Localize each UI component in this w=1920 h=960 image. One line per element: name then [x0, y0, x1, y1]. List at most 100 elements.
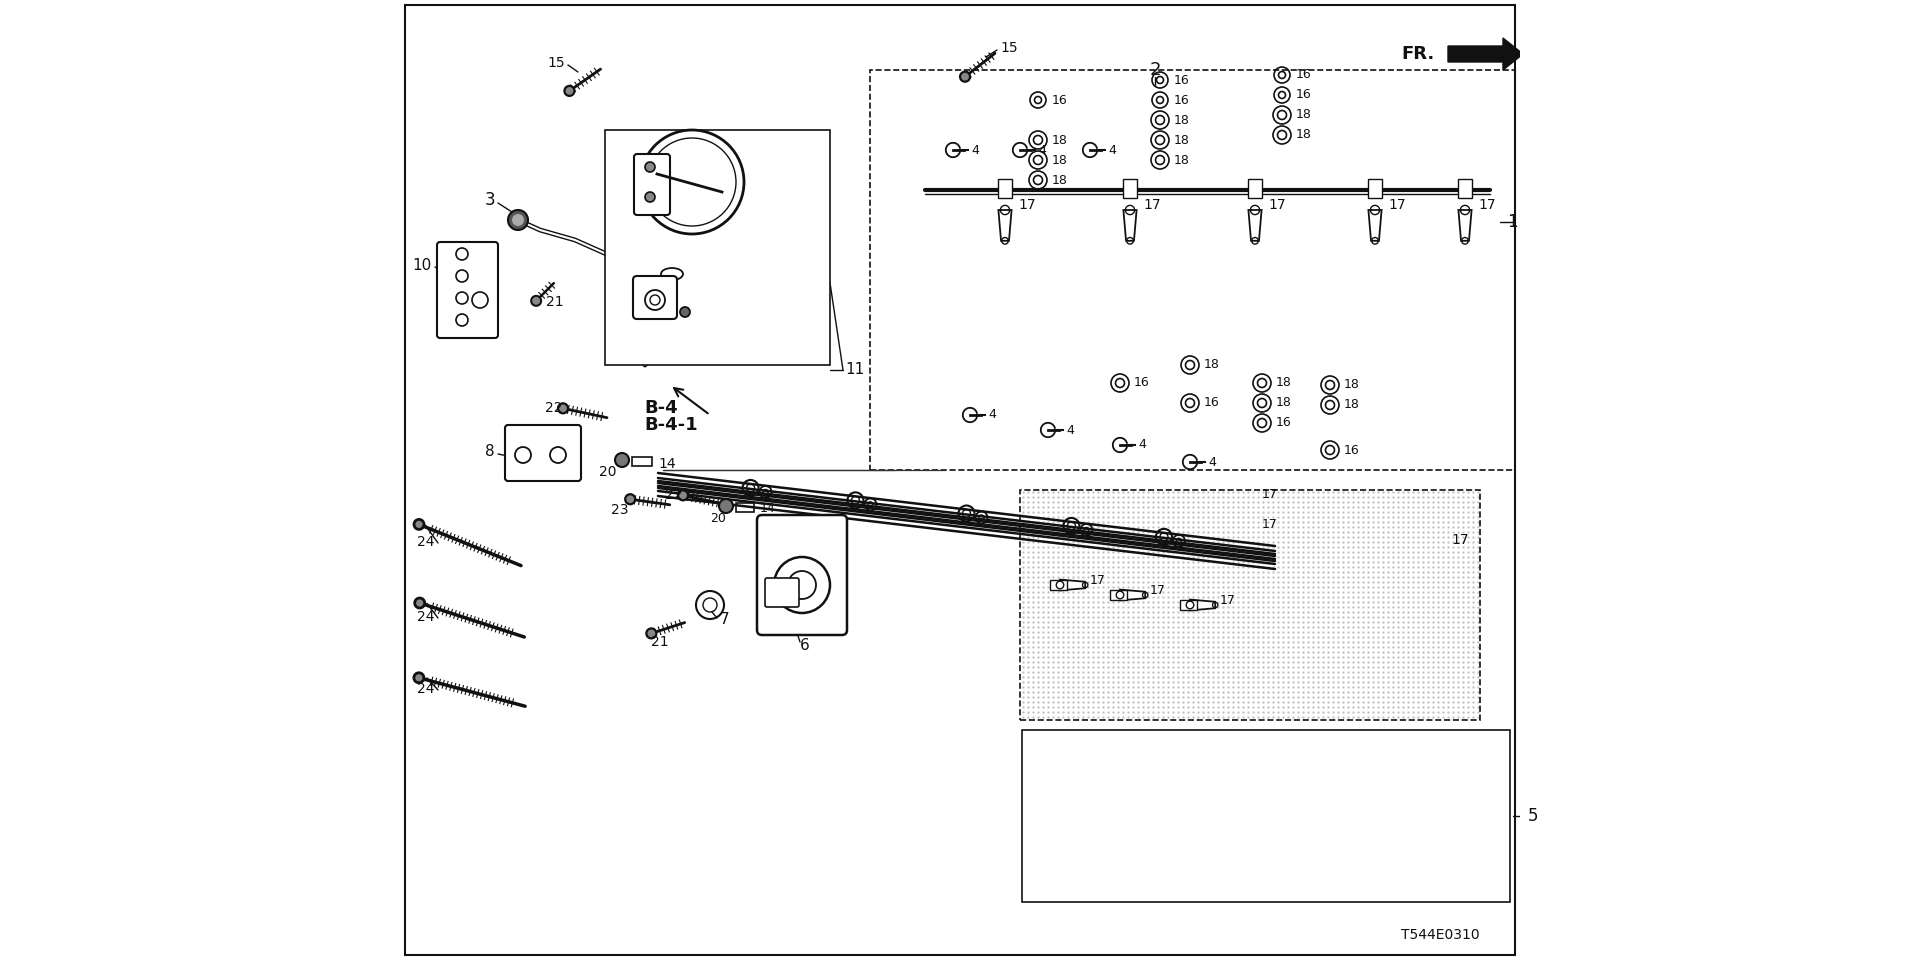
Text: 4: 4	[1039, 143, 1046, 156]
FancyBboxPatch shape	[634, 154, 670, 215]
FancyBboxPatch shape	[505, 425, 582, 481]
Text: B-4: B-4	[643, 399, 678, 417]
Text: 17: 17	[1261, 518, 1279, 532]
Bar	[1110, 589, 1127, 600]
Text: 5: 5	[1528, 807, 1538, 825]
Circle shape	[415, 673, 424, 683]
Text: 24: 24	[417, 682, 436, 696]
Text: 4: 4	[1108, 143, 1116, 156]
Text: 17: 17	[1269, 198, 1286, 212]
Text: 16: 16	[1204, 396, 1219, 410]
Text: 4: 4	[972, 143, 979, 156]
Text: 18: 18	[1296, 108, 1311, 122]
Text: B-4-1: B-4-1	[643, 416, 697, 434]
Text: 21: 21	[651, 635, 668, 649]
Circle shape	[509, 210, 528, 230]
Circle shape	[678, 491, 687, 500]
FancyBboxPatch shape	[756, 515, 847, 635]
Text: 16: 16	[1296, 68, 1311, 82]
Circle shape	[559, 403, 568, 414]
Polygon shape	[1352, 828, 1367, 835]
Circle shape	[415, 519, 424, 529]
Text: 18: 18	[1173, 113, 1190, 127]
Text: T544E0310: T544E0310	[1402, 928, 1480, 942]
Text: 17: 17	[1018, 198, 1035, 212]
Text: 10: 10	[413, 257, 432, 273]
Text: 16: 16	[1344, 444, 1359, 457]
Text: 18: 18	[1231, 862, 1248, 876]
Text: 6: 6	[801, 637, 810, 653]
Text: 16: 16	[1091, 751, 1108, 765]
Text: 16: 16	[1091, 788, 1108, 802]
Text: FR.: FR.	[1402, 45, 1434, 63]
Bar	[1344, 755, 1357, 761]
Circle shape	[647, 629, 657, 638]
Text: 18: 18	[1277, 376, 1292, 390]
FancyBboxPatch shape	[634, 276, 678, 319]
Polygon shape	[1352, 792, 1367, 799]
Text: 18: 18	[1204, 358, 1219, 372]
Text: 17: 17	[1219, 593, 1236, 607]
Bar	[870, 70, 1515, 470]
Circle shape	[513, 214, 524, 226]
Text: 4: 4	[1066, 423, 1073, 437]
Bar	[735, 503, 755, 512]
Text: 20: 20	[599, 465, 616, 479]
Text: 18: 18	[1173, 154, 1190, 166]
Bar	[1248, 179, 1261, 198]
Text: 16: 16	[1277, 417, 1292, 429]
Text: 14: 14	[659, 457, 676, 471]
Text: 15: 15	[547, 56, 564, 70]
Text: 16: 16	[1091, 825, 1108, 839]
Circle shape	[960, 72, 970, 82]
Bar	[998, 179, 1012, 198]
Text: 4: 4	[1208, 455, 1215, 468]
Text: 18: 18	[1231, 788, 1248, 802]
Text: 21: 21	[545, 295, 564, 309]
Text: 12: 12	[737, 267, 756, 281]
Text: 13: 13	[710, 304, 730, 320]
Text: 24: 24	[417, 535, 436, 549]
Text: 16: 16	[1052, 93, 1068, 107]
Circle shape	[626, 494, 636, 504]
Text: 8: 8	[486, 444, 495, 460]
Circle shape	[718, 499, 733, 513]
Text: 15: 15	[1000, 41, 1018, 55]
Text: 17: 17	[1382, 862, 1400, 876]
Text: 11: 11	[845, 363, 864, 377]
Circle shape	[415, 598, 424, 608]
Bar	[1344, 828, 1357, 835]
Text: 16: 16	[1175, 93, 1190, 107]
Text: 16: 16	[1135, 376, 1150, 390]
Text: 17: 17	[1388, 198, 1405, 212]
Text: 14: 14	[760, 502, 776, 516]
Text: 17: 17	[1150, 584, 1165, 596]
Bar	[1369, 179, 1382, 198]
Text: 18: 18	[1052, 133, 1068, 147]
Text: 18: 18	[1231, 751, 1248, 765]
Text: 16: 16	[1175, 74, 1190, 86]
Polygon shape	[1352, 755, 1367, 761]
Text: 22: 22	[545, 401, 563, 415]
Polygon shape	[1459, 210, 1471, 241]
Bar	[1050, 580, 1068, 590]
Text: 17: 17	[1478, 198, 1496, 212]
Text: 18: 18	[1173, 133, 1190, 147]
Bar	[1021, 730, 1509, 902]
Text: 16: 16	[1296, 88, 1311, 102]
FancyBboxPatch shape	[764, 578, 799, 607]
Bar	[1123, 179, 1137, 198]
Polygon shape	[998, 210, 1012, 241]
Bar	[1459, 179, 1471, 198]
Polygon shape	[1369, 210, 1382, 241]
Text: 18: 18	[1344, 378, 1359, 392]
Text: 9: 9	[691, 267, 703, 281]
Text: 17: 17	[1382, 788, 1400, 802]
Text: 24: 24	[417, 610, 436, 624]
Bar	[605, 130, 829, 365]
Text: 17: 17	[1261, 489, 1279, 501]
Bar	[632, 457, 653, 466]
Bar	[1020, 490, 1480, 720]
Text: 18: 18	[1052, 174, 1068, 186]
Polygon shape	[1060, 580, 1085, 590]
